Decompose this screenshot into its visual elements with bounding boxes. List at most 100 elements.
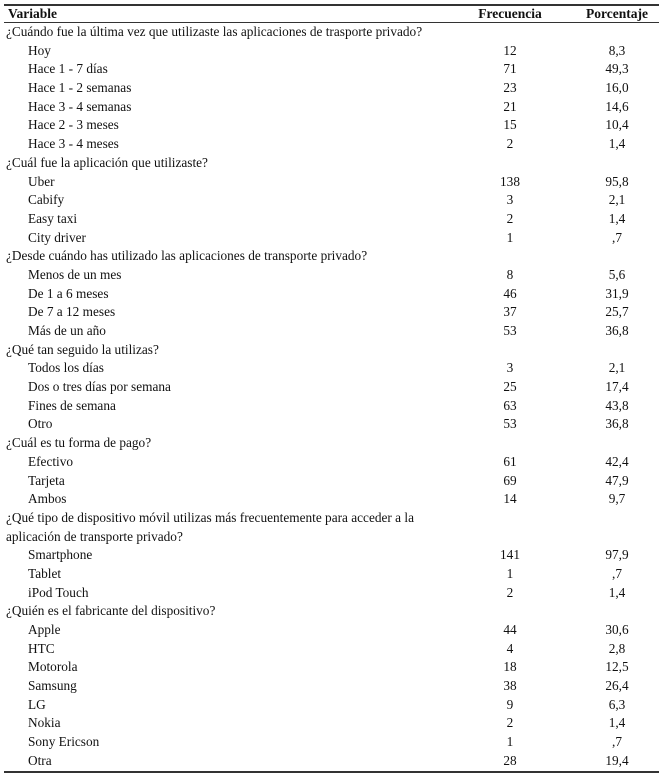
answer-label: Hace 3 - 4 semanas <box>28 98 132 114</box>
percentage-value: 8,3 <box>608 42 626 58</box>
percentage-value: ,7 <box>612 229 622 245</box>
frequency-value: 46 <box>503 285 517 301</box>
header-variable: Variable <box>8 6 58 21</box>
table-row: Fines de semana 63 43,8 <box>4 397 659 416</box>
percentage-value: 1,4 <box>608 715 626 731</box>
answer-label: Todos los días <box>28 360 104 376</box>
table-row: HTC 4 2,8 <box>4 640 659 659</box>
answer-label: Efectivo <box>28 453 74 469</box>
question-label: ¿Qué tipo de dispositivo móvil utilizas … <box>6 509 414 525</box>
table-row: De 1 a 6 meses 46 31,9 <box>4 285 659 304</box>
table-row: iPod Touch 2 1,4 <box>4 584 659 603</box>
answer-label: Apple <box>28 622 61 637</box>
answer-label: iPod Touch <box>28 584 89 600</box>
frequency-value: 71 <box>503 61 517 77</box>
header-porcentaje: Porcentaje <box>586 6 648 21</box>
percentage-value: 30,6 <box>605 622 629 637</box>
table-row: Tablet 1 ,7 <box>4 565 659 584</box>
frequency-value: 2 <box>506 715 514 731</box>
answer-label: Hoy <box>28 42 51 58</box>
percentage-value: ,7 <box>612 565 622 581</box>
frequency-value: 25 <box>503 379 517 395</box>
table-row: Hace 1 - 2 semanas 23 16,0 <box>4 79 659 98</box>
answer-label: Otro <box>28 416 53 432</box>
frequency-value: 8 <box>506 266 514 282</box>
answer-label: Hace 1 - 7 días <box>28 61 108 77</box>
answer-label: Easy taxi <box>28 210 78 226</box>
percentage-value: 31,9 <box>605 285 629 301</box>
frequency-value: 4 <box>506 640 514 656</box>
table-row: Efectivo 61 42,4 <box>4 453 659 472</box>
frequency-value: 38 <box>503 678 517 694</box>
question-label: ¿Quién es el fabricante del dispositivo? <box>6 603 216 619</box>
answer-label: HTC <box>28 640 55 656</box>
percentage-value: 16,0 <box>605 80 629 96</box>
percentage-value: 6,3 <box>608 696 626 712</box>
table-body: ¿Cuándo fue la última vez que utilizaste… <box>4 23 659 773</box>
answer-label: Otra <box>28 752 52 768</box>
frequency-value: 12 <box>503 42 517 58</box>
frequency-value: 69 <box>503 472 517 488</box>
answer-label: Tarjeta <box>28 472 65 488</box>
table-row: De 7 a 12 meses 37 25,7 <box>4 303 659 322</box>
percentage-value: 17,4 <box>605 379 629 395</box>
percentage-value: 97,9 <box>605 547 629 563</box>
frequency-value: 28 <box>503 752 517 768</box>
header-frecuencia: Frecuencia <box>478 6 542 21</box>
frequency-value: 3 <box>506 360 514 376</box>
question-label: ¿Qué tan seguido la utilizas? <box>6 341 159 357</box>
frequency-value: 2 <box>506 584 514 600</box>
answer-label: Hace 2 - 3 meses <box>28 117 119 133</box>
answer-label: Cabify <box>28 192 65 208</box>
table-row: Easy taxi 2 1,4 <box>4 210 659 229</box>
frequency-value: 53 <box>503 416 517 432</box>
frequency-value: 2 <box>506 136 514 152</box>
frequency-value: 1 <box>506 229 514 245</box>
table-row: Hace 3 - 4 meses 2 1,4 <box>4 135 659 154</box>
percentage-value: 36,8 <box>605 416 629 432</box>
percentage-value: 95,8 <box>605 173 629 189</box>
table-row: Nokia 2 1,4 <box>4 714 659 733</box>
table-row: Todos los días 3 2,1 <box>4 359 659 378</box>
answer-label: City driver <box>28 229 86 245</box>
percentage-value: 2,1 <box>608 192 626 208</box>
percentage-value: 14,6 <box>605 98 629 114</box>
frequency-value: 14 <box>503 491 517 507</box>
answer-label: Sony Ericson <box>28 734 100 750</box>
table-row: Motorola 18 12,5 <box>4 658 659 677</box>
frequency-value: 15 <box>503 117 517 133</box>
table-row: Uber 138 95,8 <box>4 173 659 192</box>
percentage-value: 9,7 <box>608 491 626 507</box>
percentage-value: 47,9 <box>605 472 629 488</box>
table-row: Hace 3 - 4 semanas 21 14,6 <box>4 98 659 117</box>
frequency-value: 9 <box>506 696 514 712</box>
answer-label: Hace 1 - 2 semanas <box>28 80 132 96</box>
frequency-value: 44 <box>503 622 517 637</box>
question-label: ¿Cuál es tu forma de pago? <box>6 435 152 451</box>
table-row: Hace 1 - 7 días 71 49,3 <box>4 60 659 79</box>
table-row: Más de un año 53 36,8 <box>4 322 659 341</box>
percentage-value: 49,3 <box>605 61 629 77</box>
table-row: Menos de un mes 8 5,6 <box>4 266 659 285</box>
frequency-value: 61 <box>503 453 517 469</box>
answer-label: Samsung <box>28 678 77 694</box>
percentage-value: 19,4 <box>605 752 629 768</box>
percentage-value: ,7 <box>612 734 622 750</box>
table-row: Apple 44 30,6 <box>4 621 659 640</box>
frequency-table: Variable Frecuencia Porcentaje ¿Cuándo f… <box>4 4 659 773</box>
percentage-value: 1,4 <box>608 210 626 226</box>
percentage-value: 43,8 <box>605 397 629 413</box>
table-row: Dos o tres días por semana 25 17,4 <box>4 378 659 397</box>
question-label: ¿Cuál fue la aplicación que utilizaste? <box>6 154 208 170</box>
question-label: aplicación de transporte privado? <box>6 528 183 544</box>
percentage-value: 12,5 <box>605 659 629 675</box>
frequency-value: 21 <box>503 98 517 114</box>
answer-label: De 7 a 12 meses <box>28 304 116 320</box>
percentage-value: 1,4 <box>608 584 626 600</box>
table-row: Cabify 3 2,1 <box>4 191 659 210</box>
table-row: Samsung 38 26,4 <box>4 677 659 696</box>
percentage-value: 5,6 <box>608 266 626 282</box>
frequency-value: 2 <box>506 210 514 226</box>
answer-label: Smartphone <box>28 547 93 563</box>
answer-label: Dos o tres días por semana <box>28 379 171 395</box>
